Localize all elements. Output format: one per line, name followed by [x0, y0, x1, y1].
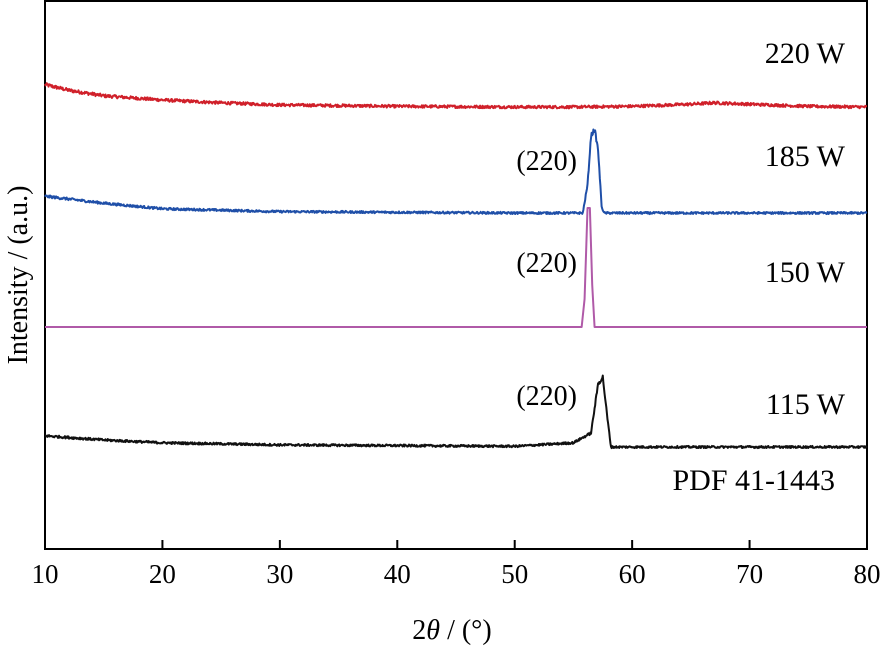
peak-annotation-150w: (220): [516, 248, 577, 279]
series-line-185w: [44, 128, 868, 216]
series-line-115w: [44, 374, 868, 450]
series-lines: [44, 82, 868, 450]
x-tick-label-70: 70: [736, 559, 763, 589]
x-tick-label-10: 10: [32, 559, 59, 589]
series-label-220w: 220 W: [765, 37, 846, 70]
series-label-115w: 115 W: [766, 388, 846, 421]
series-label-185w: 185 W: [765, 140, 846, 173]
x-tick-label-20: 20: [149, 559, 176, 589]
plot-frame: [44, 0, 868, 550]
x-tick-label-80: 80: [854, 559, 881, 589]
y-axis-label: Intensity / (a.u.): [3, 186, 34, 365]
peak-annotation-185w: (220): [516, 146, 577, 177]
x-tick-label-40: 40: [384, 559, 411, 589]
x-axis-label: 2θ / (°): [412, 615, 491, 646]
series-labels: 220 W 185 W 150 W 115 W PDF 41-1443: [672, 37, 845, 497]
series-line-220w: [44, 82, 868, 110]
x-tick-label-30: 30: [266, 559, 293, 589]
peak-annotations: (220) (220) (220): [516, 146, 577, 412]
x-axis-ticks: 10 20 30 40 50 60 70 80: [32, 540, 881, 589]
series-line-150w: [44, 207, 868, 328]
peak-annotation-115w: (220): [516, 381, 577, 412]
x-tick-label-60: 60: [619, 559, 646, 589]
reference-pdf-label: PDF 41-1443: [672, 464, 835, 497]
x-tick-label-50: 50: [501, 559, 528, 589]
series-label-150w: 150 W: [765, 256, 846, 289]
